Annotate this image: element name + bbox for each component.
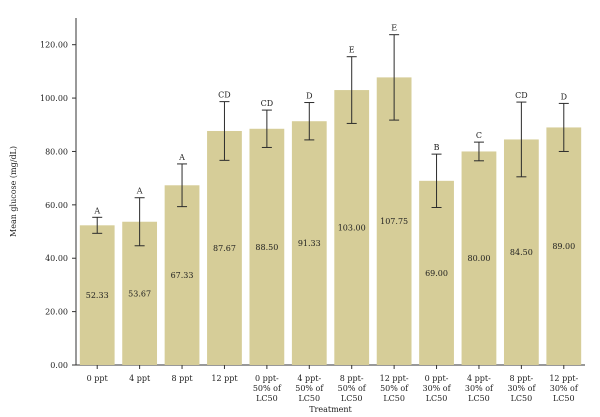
- bar-value-label: 69.00: [425, 269, 448, 278]
- x-category-line: 30% of: [550, 384, 579, 393]
- x-category-label: 0 ppt-30% of LC50: [422, 374, 451, 403]
- bar: [419, 180, 454, 365]
- group-label: D: [561, 92, 567, 101]
- group-label: E: [349, 46, 355, 55]
- bar-value-label: 89.00: [552, 242, 575, 251]
- bar-value-label: 91.33: [298, 239, 321, 248]
- x-category-label: 4 ppt-30% of LC50: [465, 374, 494, 403]
- y-tick-label: 120.00: [40, 41, 68, 50]
- x-category-line: 50% of: [380, 384, 409, 393]
- x-category-label: 0 ppt: [87, 374, 109, 383]
- bar-value-label: 84.50: [510, 248, 533, 257]
- group-label: C: [476, 131, 482, 140]
- x-category-line: 12 ppt: [211, 374, 238, 383]
- x-category-line: 8 ppt-: [340, 374, 364, 383]
- bar: [291, 121, 327, 366]
- x-category-line: LC50: [341, 394, 363, 403]
- group-label: A: [136, 187, 143, 196]
- x-category-label: 0 ppt-50% of LC50: [253, 374, 282, 403]
- group-label: CD: [218, 91, 231, 100]
- axis-layer: 0.00 20.00 40.00 60.00 80.00 100.00 120.00: [40, 18, 585, 370]
- x-category-line: 50% of: [338, 384, 367, 393]
- y-tick-label: 60.00: [45, 201, 68, 210]
- error-layer: [92, 34, 569, 247]
- x-category-line: 30% of: [507, 384, 536, 393]
- x-category-line: LC50: [468, 394, 490, 403]
- x-category-line: 4 ppt-: [467, 374, 491, 383]
- y-tick-label: 80.00: [45, 147, 68, 156]
- y-axis-title: Mean glucose (mg/dL): [9, 146, 18, 237]
- bar-value-label: 80.00: [468, 254, 491, 263]
- bar: [79, 225, 115, 365]
- bar: [207, 130, 242, 365]
- x-category-label: 8 ppt: [171, 374, 193, 383]
- bar: [546, 127, 582, 365]
- y-tick-label: 20.00: [45, 308, 68, 317]
- x-category-line: 50% of: [253, 384, 282, 393]
- bar: [376, 77, 412, 365]
- x-category-line: LC50: [383, 394, 405, 403]
- bar-value-label: 52.33: [86, 291, 109, 300]
- y-tick-label: 40.00: [45, 254, 68, 263]
- x-category-line: 4 ppt: [129, 374, 151, 383]
- x-category-line: LC50: [426, 394, 448, 403]
- x-category-label: 8 ppt-50% of LC50: [338, 374, 367, 403]
- bar-value-label: 53.67: [128, 289, 151, 298]
- x-category-line: 8 ppt-: [509, 374, 533, 383]
- x-category-label: 4 ppt-50% of LC50: [295, 374, 324, 403]
- x-category-line: 12 ppt-: [380, 374, 409, 383]
- x-category-line: 0 ppt-: [425, 374, 449, 383]
- group-label: CD: [261, 99, 274, 108]
- x-category-line: 30% of: [422, 384, 451, 393]
- x-category-line: LC50: [553, 394, 575, 403]
- x-category-line: 50% of: [295, 384, 324, 393]
- x-category-line: 0 ppt: [87, 374, 109, 383]
- bar: [164, 185, 200, 365]
- x-category-line: LC50: [511, 394, 533, 403]
- x-category-line: LC50: [256, 394, 278, 403]
- bar: [249, 128, 285, 365]
- x-category-label: 8 ppt-30% of LC50: [507, 374, 536, 403]
- bar-value-label: 67.33: [171, 271, 194, 280]
- bar: [334, 90, 370, 366]
- bar-value-label: 88.50: [255, 243, 278, 252]
- x-category-label: 4 ppt: [129, 374, 151, 383]
- x-category-label: 12 ppt-30% of LC50: [549, 374, 579, 403]
- bar-value-label: 103.00: [338, 224, 366, 233]
- bar-value-label: 107.75: [380, 217, 408, 226]
- x-category-line: 12 ppt-: [549, 374, 578, 383]
- group-label: D: [306, 92, 312, 101]
- x-category-line: LC50: [298, 394, 320, 403]
- group-label: CD: [515, 91, 528, 100]
- group-label: A: [93, 206, 100, 215]
- x-category-line: 0 ppt-: [255, 374, 279, 383]
- group-label: B: [434, 143, 440, 152]
- x-category-label: 12 ppt: [211, 374, 238, 383]
- x-category-line: 4 ppt-: [297, 374, 321, 383]
- group-label: E: [391, 24, 397, 33]
- bar-value-label: 87.67: [213, 244, 236, 253]
- bar: [461, 151, 497, 365]
- x-category-line: 8 ppt: [171, 374, 193, 383]
- bar-layer: [79, 77, 582, 366]
- x-category-label: 12 ppt-50% of LC50: [380, 374, 410, 403]
- x-category-line: 30% of: [465, 384, 494, 393]
- x-axis-title: Treatment: [309, 405, 352, 414]
- group-label: A: [178, 153, 185, 162]
- y-tick-label: 100.00: [40, 94, 68, 103]
- y-tick-label: 0.00: [50, 361, 68, 370]
